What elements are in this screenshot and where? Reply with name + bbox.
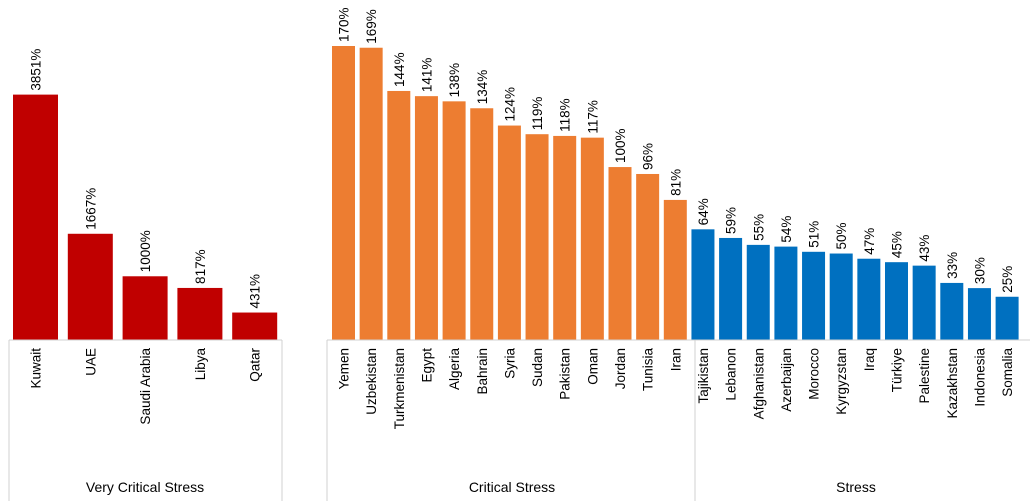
bar-qatar	[232, 312, 278, 340]
category-label-palestine: Palestine	[917, 348, 932, 404]
category-axes: Kuwait UAE Saudi Arabia Libya Qatar Yemen Uzbe…	[8, 339, 1030, 501]
value-label-afghanistan: 55%	[751, 214, 766, 241]
value-label-bahrain: 134%	[475, 70, 490, 105]
bar-tajikistan	[691, 229, 715, 340]
value-label-yemen: 170%	[337, 7, 352, 42]
value-label-libya: 817%	[193, 249, 208, 284]
value-label-tajikistan: 64%	[696, 198, 711, 225]
category-label-kuwait: Kuwait	[29, 348, 44, 389]
bar-azerbaijan	[774, 246, 798, 340]
value-label-jordan: 100%	[613, 129, 628, 164]
category-label-kyrgyzstan: Kyrgyzstan	[834, 348, 849, 415]
category-label-turkiye: Türkiye	[890, 348, 905, 392]
category-label-lebanon: Lebanon	[724, 348, 739, 401]
bar-turkmenistan	[387, 90, 411, 341]
value-label-iraq: 47%	[862, 228, 877, 255]
bar-saudi-arabia	[122, 276, 168, 340]
bar-kuwait	[13, 94, 58, 340]
value-label-iran: 81%	[668, 169, 683, 196]
category-label-indonesia: Indonesia	[972, 348, 987, 407]
bar-jordan	[608, 167, 632, 340]
value-label-kuwait: 3851%	[29, 49, 44, 91]
bar-syria	[497, 125, 521, 340]
value-label-sudan: 119%	[530, 97, 545, 131]
value-label-indonesia: 30%	[972, 257, 987, 284]
bar-uae	[67, 233, 113, 340]
bar-uzbekistan	[359, 47, 383, 340]
bar-afghanistan	[746, 244, 770, 340]
group-label-very-critical-stress: Very Critical Stress	[86, 479, 204, 495]
category-label-sudan: Sudan	[530, 348, 545, 387]
value-label-uae: 1667%	[83, 188, 98, 230]
bar-kyrgyzstan	[829, 253, 853, 340]
bar-iraq	[857, 258, 881, 340]
category-label-syria: Syria	[502, 348, 517, 379]
bar-algeria	[442, 101, 466, 340]
bar-palestine	[912, 265, 936, 340]
bar-morocco	[802, 251, 826, 340]
value-label-oman: 117%	[585, 100, 600, 134]
bar-libya	[177, 287, 223, 340]
value-label-azerbaijan: 54%	[779, 216, 794, 243]
group-labels: Very Critical Stress Critical Stress Stres…	[86, 479, 876, 495]
value-label-saudi-arabia: 1000%	[138, 230, 153, 272]
category-label-jordan: Jordan	[613, 348, 628, 389]
category-label-qatar: Qatar	[248, 347, 263, 381]
category-label-uzbekistan: Uzbekistan	[364, 348, 379, 415]
bar-indonesia	[967, 288, 991, 340]
right-panel-critical-and-stress: 170% 169% 144% 141% 138% 134% 124% 119% 118% 117%…	[332, 7, 1019, 341]
bar-yemen	[332, 46, 355, 340]
category-label-saudi-arabia: Saudi Arabia	[138, 348, 153, 425]
value-label-kazakhstan: 33%	[945, 252, 960, 279]
category-label-algeria: Algeria	[447, 348, 462, 391]
value-label-turkiye: 45%	[890, 231, 905, 258]
value-label-kyrgyzstan: 50%	[834, 222, 849, 249]
category-label-bahrain: Bahrain	[475, 348, 490, 395]
bar-somalia	[995, 296, 1019, 340]
value-label-turkmenistan: 144%	[392, 52, 407, 87]
category-label-tajikistan: Tajikistan	[696, 348, 711, 404]
bar-pakistan	[553, 135, 577, 340]
value-label-syria: 124%	[502, 87, 517, 122]
category-label-iraq: Iraq	[862, 348, 877, 371]
category-label-iran: Iran	[668, 348, 683, 371]
category-label-libya: Libya	[193, 348, 208, 381]
bar-tunisia	[636, 173, 660, 340]
category-label-yemen: Yemen	[337, 348, 352, 390]
category-label-oman: Oman	[585, 348, 600, 385]
bar-turkiye	[885, 262, 908, 340]
category-label-uae: UAE	[83, 348, 98, 376]
category-label-azerbaijan: Azerbaijan	[779, 348, 794, 412]
bar-egypt	[414, 96, 438, 341]
value-label-somalia: 25%	[1000, 266, 1015, 293]
value-label-lebanon: 59%	[724, 207, 739, 234]
value-label-qatar: 431%	[248, 274, 263, 309]
category-label-tunisia: Tunisia	[641, 348, 656, 392]
value-label-uzbekistan: 169%	[364, 9, 379, 44]
value-label-palestine: 43%	[917, 235, 932, 262]
left-panel-very-critical: 3851% 1667% 1000% 817% 431%	[13, 49, 278, 340]
group-label-critical-stress: Critical Stress	[469, 479, 555, 495]
group-label-stress: Stress	[836, 479, 876, 495]
category-label-afghanistan: Afghanistan	[751, 348, 766, 419]
category-label-kazakhstan: Kazakhstan	[945, 348, 960, 419]
category-label-pakistan: Pakistan	[558, 348, 573, 400]
bar-oman	[580, 137, 604, 340]
bar-iran	[663, 199, 687, 340]
bar-lebanon	[719, 237, 743, 340]
value-label-morocco: 51%	[807, 221, 822, 248]
category-label-somalia: Somalia	[1000, 348, 1015, 397]
value-label-tunisia: 96%	[641, 143, 656, 170]
value-label-algeria: 138%	[447, 63, 462, 98]
bar-sudan	[525, 134, 549, 340]
category-label-morocco: Morocco	[807, 348, 822, 400]
bar-bahrain	[470, 108, 494, 340]
category-label-egypt: Egypt	[419, 348, 434, 383]
value-label-pakistan: 118%	[558, 98, 573, 132]
bar-kazakhstan	[940, 282, 964, 340]
category-label-turkmenistan: Turkmenistan	[392, 348, 407, 429]
value-label-egypt: 141%	[419, 58, 434, 93]
